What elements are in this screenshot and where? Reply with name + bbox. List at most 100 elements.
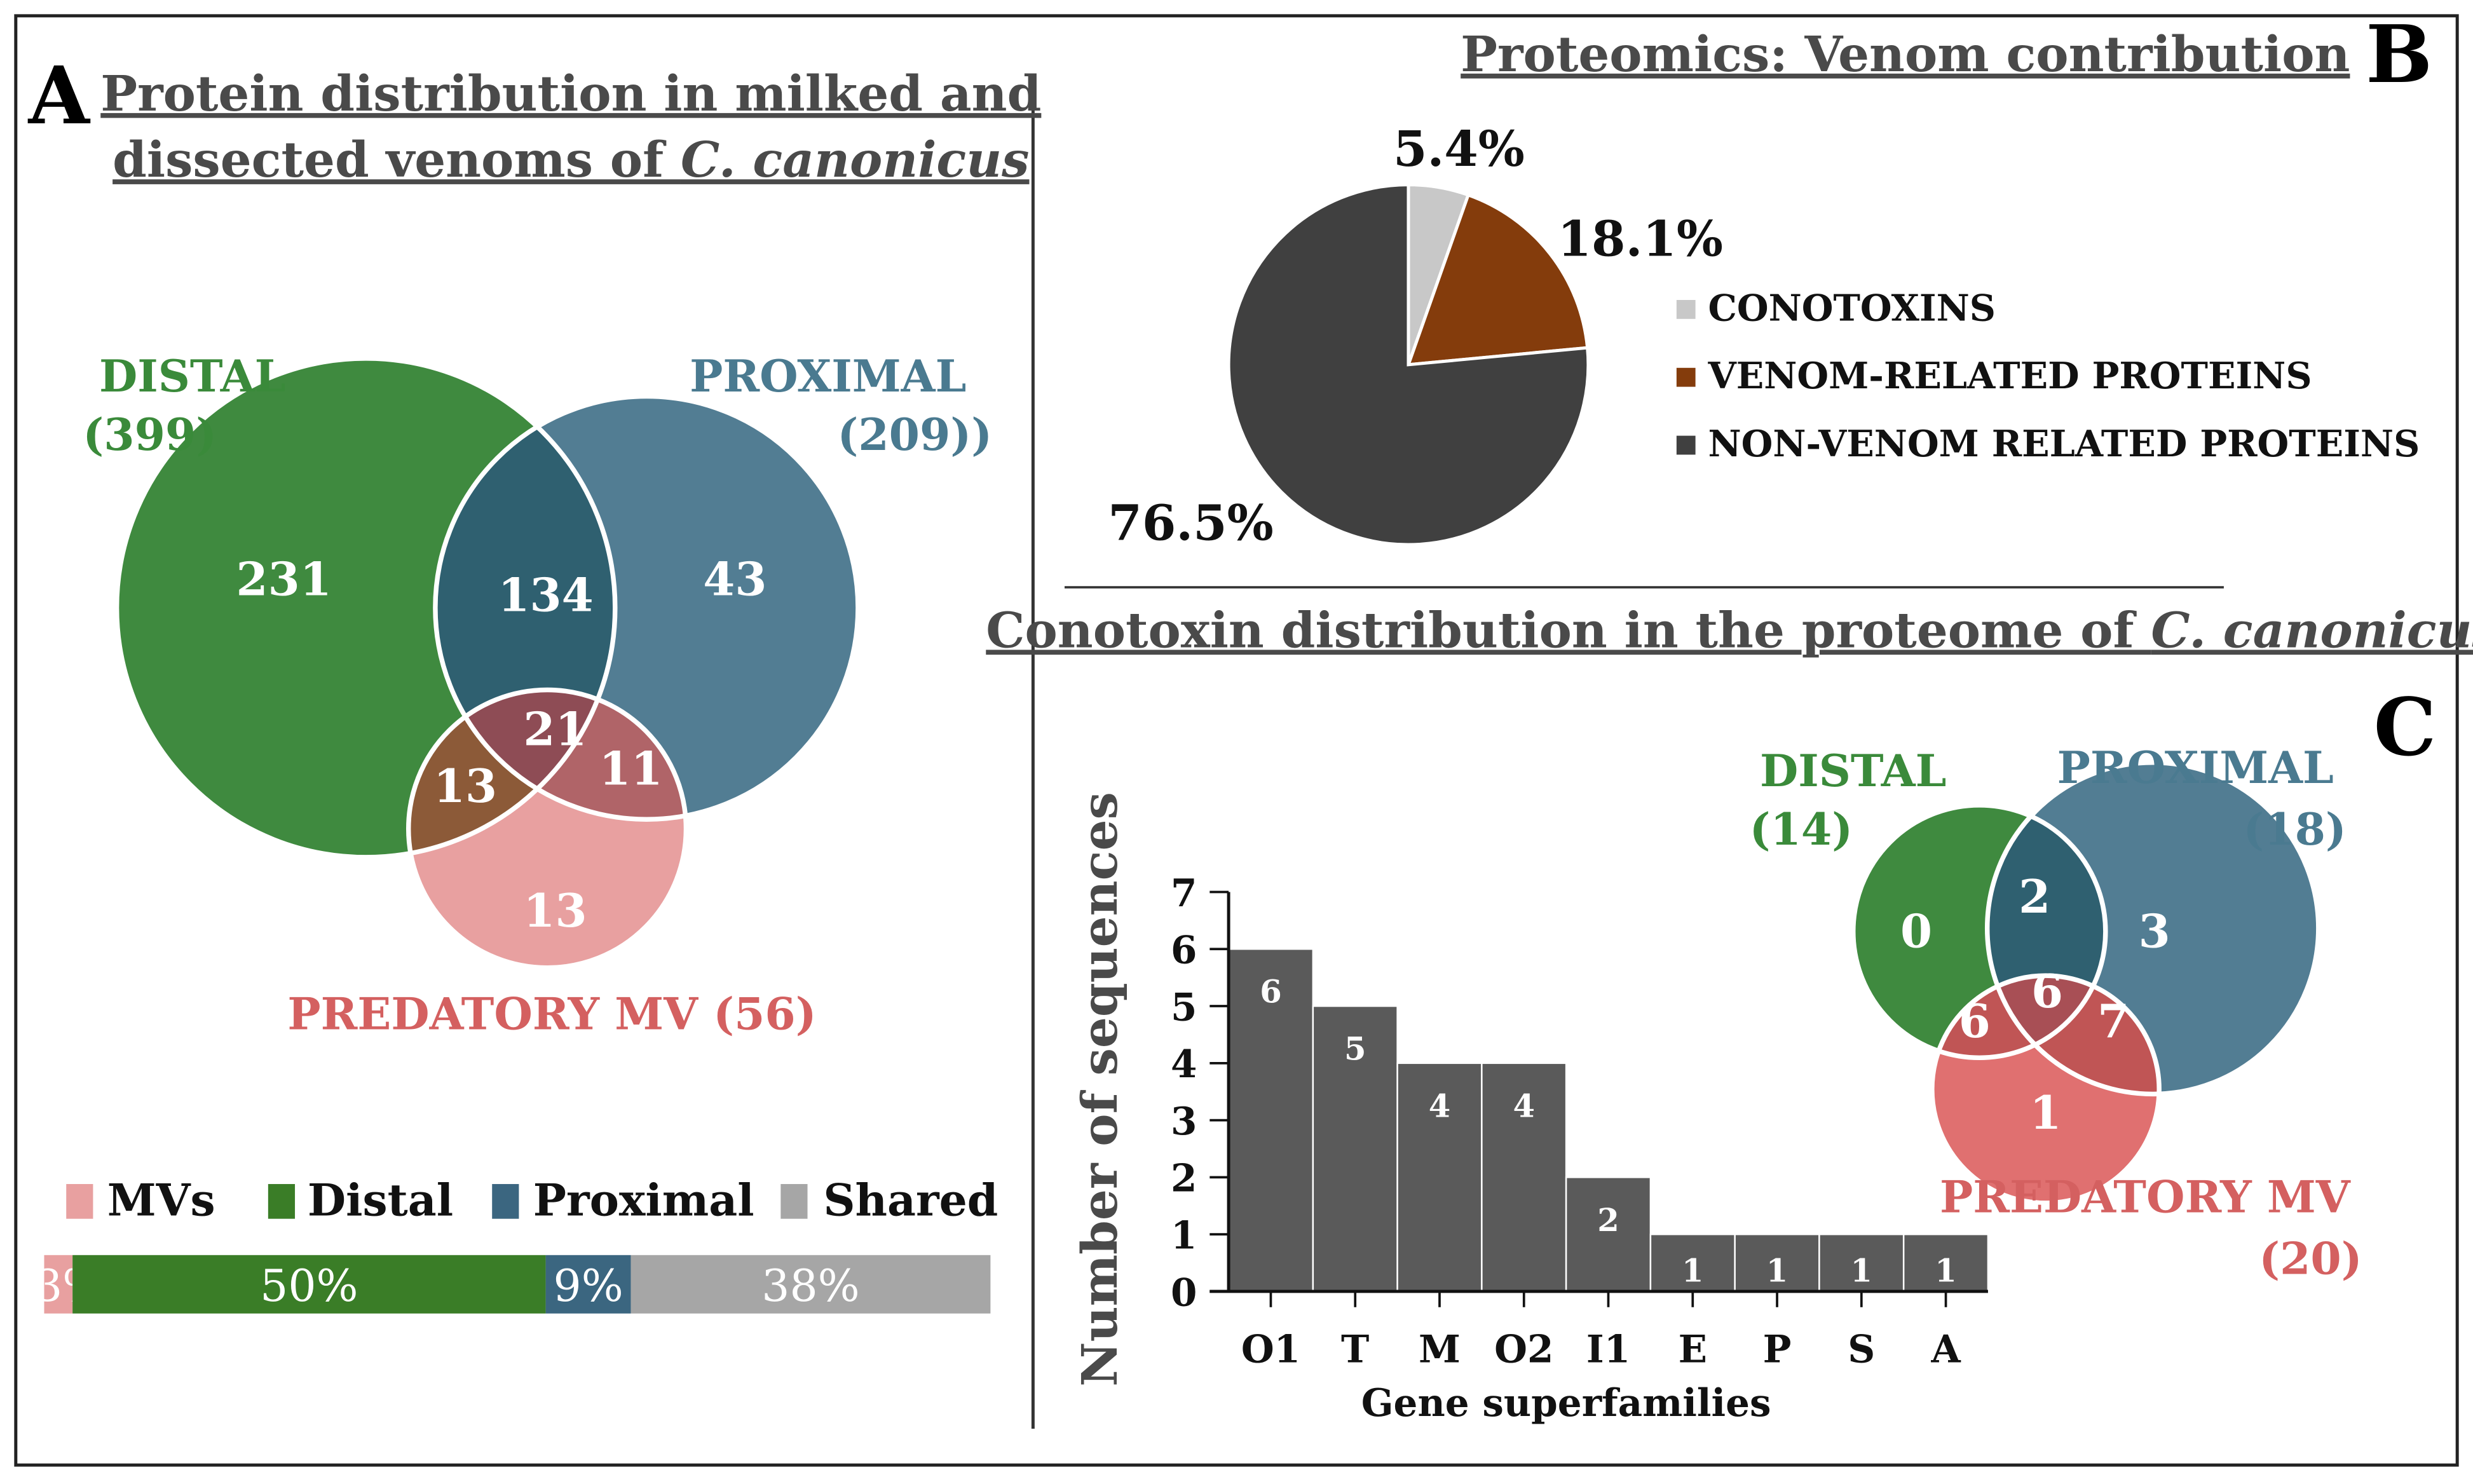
venn-a-distal-proximal: 134 [498, 568, 593, 622]
venn-c-distal-count: (14) [1750, 804, 1853, 855]
x-tick-label: I1 [1586, 1328, 1630, 1372]
panel-c-title: Conotoxin distribution in the proteome o… [986, 602, 2473, 659]
venn-c-all-three: 6 [2031, 964, 2063, 1018]
legend-swatch-distal [268, 1184, 296, 1219]
stacked-bar-legend: MVs Distal Proximal Shared [66, 1175, 998, 1227]
x-tick-label: S [1848, 1328, 1875, 1372]
stacked-bar-segment-proximal [545, 1255, 631, 1314]
bar-value-label: 6 [1260, 973, 1282, 1011]
venn-c-distal-label: DISTAL [1760, 745, 1947, 797]
venn-c-distal-predatory: 6 [1959, 994, 1991, 1048]
panel-a-letter: A [28, 50, 91, 142]
venn-c-proximal-label: PROXIMAL [2057, 742, 2334, 794]
y-tick-label: 7 [1171, 871, 1197, 916]
bar-chart-ylabel: Number of sequences [1072, 792, 1129, 1387]
venn-a-proximal-predatory: 11 [599, 742, 663, 796]
venn-a-predatory-only: 13 [523, 883, 587, 937]
stacked-bar-segment-mvs [44, 1255, 73, 1314]
x-tick-label: A [1930, 1328, 1961, 1372]
venn-a-distal-only: 231 [236, 552, 332, 606]
bar-chart: 0 1 2 3 4 5 6 7 6 O1 5 T 4 M 4 O2 2 I1 1 E 1 P 1 S 1 A [1171, 871, 1989, 1372]
bar-value-label: 1 [1935, 1252, 1957, 1290]
y-tick-label: 5 [1171, 985, 1197, 1030]
bar-O2 [1481, 1062, 1567, 1293]
bar-I1 [1565, 1176, 1652, 1293]
y-tick-label: 1 [1171, 1213, 1197, 1258]
pie-chart: 5.4% 18.1% 76.5% [1108, 121, 1723, 552]
pie-slice-2 [1227, 183, 1590, 547]
panel-b-letter: B [2366, 8, 2432, 101]
venn-a-distal-predatory: 13 [433, 759, 497, 813]
venn-a-predatory-label: PREDATORY MV (56) [287, 989, 816, 1040]
pie-legend-label: NON-VENOM RELATED PROTEINS [1708, 423, 2420, 465]
pie-legend-swatch [1676, 435, 1696, 455]
venn-c-predatory-only: 1 [2029, 1086, 2061, 1140]
panel-b-title: Proteomics: Venom contribution [1461, 26, 2350, 83]
bar-value-label: 4 [1429, 1087, 1451, 1124]
y-tick-label: 4 [1171, 1042, 1197, 1087]
pie-legend-label: CONOTOXINS [1708, 287, 1996, 329]
bar-chart-xlabel: Gene superfamilies [1361, 1381, 1771, 1426]
legend-swatch-proximal [492, 1184, 519, 1219]
stacked-bar: 3% 50% 9% 38% [34, 1255, 991, 1314]
pie-slice-1 [1406, 193, 1590, 367]
stacked-bar-segment-distal [72, 1255, 546, 1314]
legend-label-distal: Distal [308, 1175, 453, 1227]
x-tick-label: O2 [1494, 1328, 1553, 1372]
x-tick-label: M [1419, 1328, 1461, 1372]
pie-percent-label: 18.1% [1558, 210, 1723, 268]
venn-c-proximal-predatory: 7 [2097, 994, 2129, 1048]
bar-value-label: 4 [1513, 1087, 1535, 1124]
venn-a-proximal-label: PROXIMAL [690, 351, 966, 402]
x-tick-label: E [1679, 1328, 1707, 1372]
figure-border [14, 14, 2459, 1467]
bar-value-label: 1 [1682, 1252, 1704, 1290]
legend-label-mvs: MVs [107, 1175, 215, 1227]
pie-legend-swatch [1676, 299, 1696, 319]
bar-O1 [1227, 948, 1314, 1293]
y-tick-label: 3 [1171, 1099, 1197, 1144]
y-tick-label: 0 [1171, 1270, 1197, 1315]
venn-a: 231 134 43 21 13 11 13 DISTAL (399) PROX… [83, 351, 992, 1040]
pie-legend-label: VENOM-RELATED PROTEINS [1707, 355, 2312, 397]
stacked-bar-label-distal: 50% [260, 1260, 358, 1312]
stacked-bar-label-proximal: 9% [553, 1260, 623, 1312]
venn-a-distal-count: (399) [83, 409, 217, 461]
x-tick-label: O1 [1241, 1328, 1300, 1372]
bar-T [1312, 1005, 1398, 1293]
bar-value-label: 1 [1766, 1252, 1788, 1290]
venn-c-distal-only: 0 [1900, 904, 1932, 958]
venn-a-proximal-count: (209)) [837, 409, 992, 461]
panel-a-title-line1: Protein distribution in milked and [100, 65, 1041, 123]
venn-c-proximal-only: 3 [2139, 904, 2170, 958]
venn-c-proximal-count: (18) [2243, 804, 2346, 855]
venn-c-predatory-label: PREDATORY MV [1940, 1172, 2351, 1223]
legend-swatch-mvs [66, 1184, 93, 1219]
bar-value-label: 5 [1344, 1030, 1366, 1067]
legend-label-proximal: Proximal [533, 1175, 754, 1227]
venn-c: 0 2 3 6 6 7 1 DISTAL (14) PROXIMAL (18) … [1750, 742, 2362, 1285]
stacked-bar-label-shared: 38% [761, 1260, 859, 1312]
pie-legend: CONOTOXINS VENOM-RELATED PROTEINS NON-VENO… [1676, 287, 2420, 465]
y-tick-label: 2 [1171, 1157, 1197, 1201]
venn-c-predatory-count: (20) [2259, 1234, 2362, 1285]
x-tick-label: P [1763, 1328, 1792, 1372]
legend-swatch-shared [780, 1184, 808, 1219]
bar-M [1396, 1062, 1483, 1293]
x-tick-label: T [1341, 1328, 1369, 1372]
bar-value-label: 1 [1851, 1252, 1873, 1290]
pie-percent-label: 76.5% [1108, 495, 1273, 552]
legend-label-shared: Shared [823, 1175, 998, 1227]
bar-S [1818, 1233, 1905, 1293]
venn-c-distal-proximal: 2 [2019, 869, 2050, 923]
y-tick-label: 6 [1171, 929, 1197, 973]
stacked-bar-segment-shared [630, 1255, 991, 1314]
bar-value-label: 2 [1597, 1201, 1619, 1239]
panel-c-letter: C [2374, 681, 2437, 773]
pie-legend-swatch [1676, 367, 1696, 387]
venn-a-distal-label: DISTAL [99, 351, 286, 402]
panel-a-title-line2: dissected venoms of C. canonicus [112, 132, 1029, 189]
pie-percent-label: 5.4% [1393, 121, 1525, 178]
venn-a-proximal-only: 43 [703, 552, 766, 606]
